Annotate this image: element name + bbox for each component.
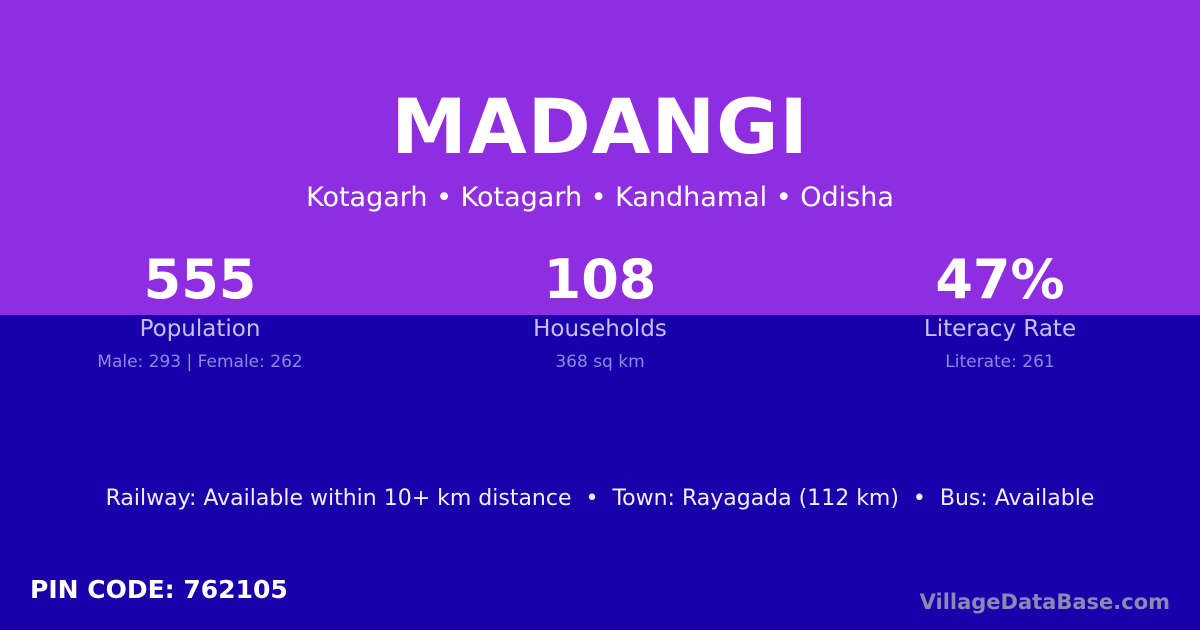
village-name: MADANGI — [391, 82, 809, 171]
stat-value: 108 — [543, 248, 657, 311]
stat-value: 555 — [143, 248, 257, 311]
location-breadcrumb: Kotagarh • Kotagarh • Kandhamal • Odisha — [306, 182, 894, 213]
stat-label: Literacy Rate — [923, 316, 1077, 342]
amenities-info: Railway: Available within 10+ km distanc… — [105, 486, 1095, 511]
stat-literacy: 47% Literacy Rate Literate: 261 — [800, 248, 1200, 373]
stat-detail: 368 sq km — [555, 352, 645, 372]
stat-population: 555 Population Male: 293 | Female: 262 — [0, 248, 400, 373]
stat-detail: Literate: 261 — [945, 352, 1055, 372]
pin-code: PIN CODE: 762105 — [30, 575, 288, 604]
stat-detail: Male: 293 | Female: 262 — [97, 352, 303, 372]
stat-label: Population — [139, 316, 261, 342]
header-band — [0, 0, 1200, 315]
stat-households: 108 Households 368 sq km — [400, 248, 800, 373]
stat-value: 47% — [935, 248, 1065, 311]
stat-label: Households — [533, 316, 667, 342]
brand-logo: VillageDataBase.com — [919, 590, 1170, 614]
